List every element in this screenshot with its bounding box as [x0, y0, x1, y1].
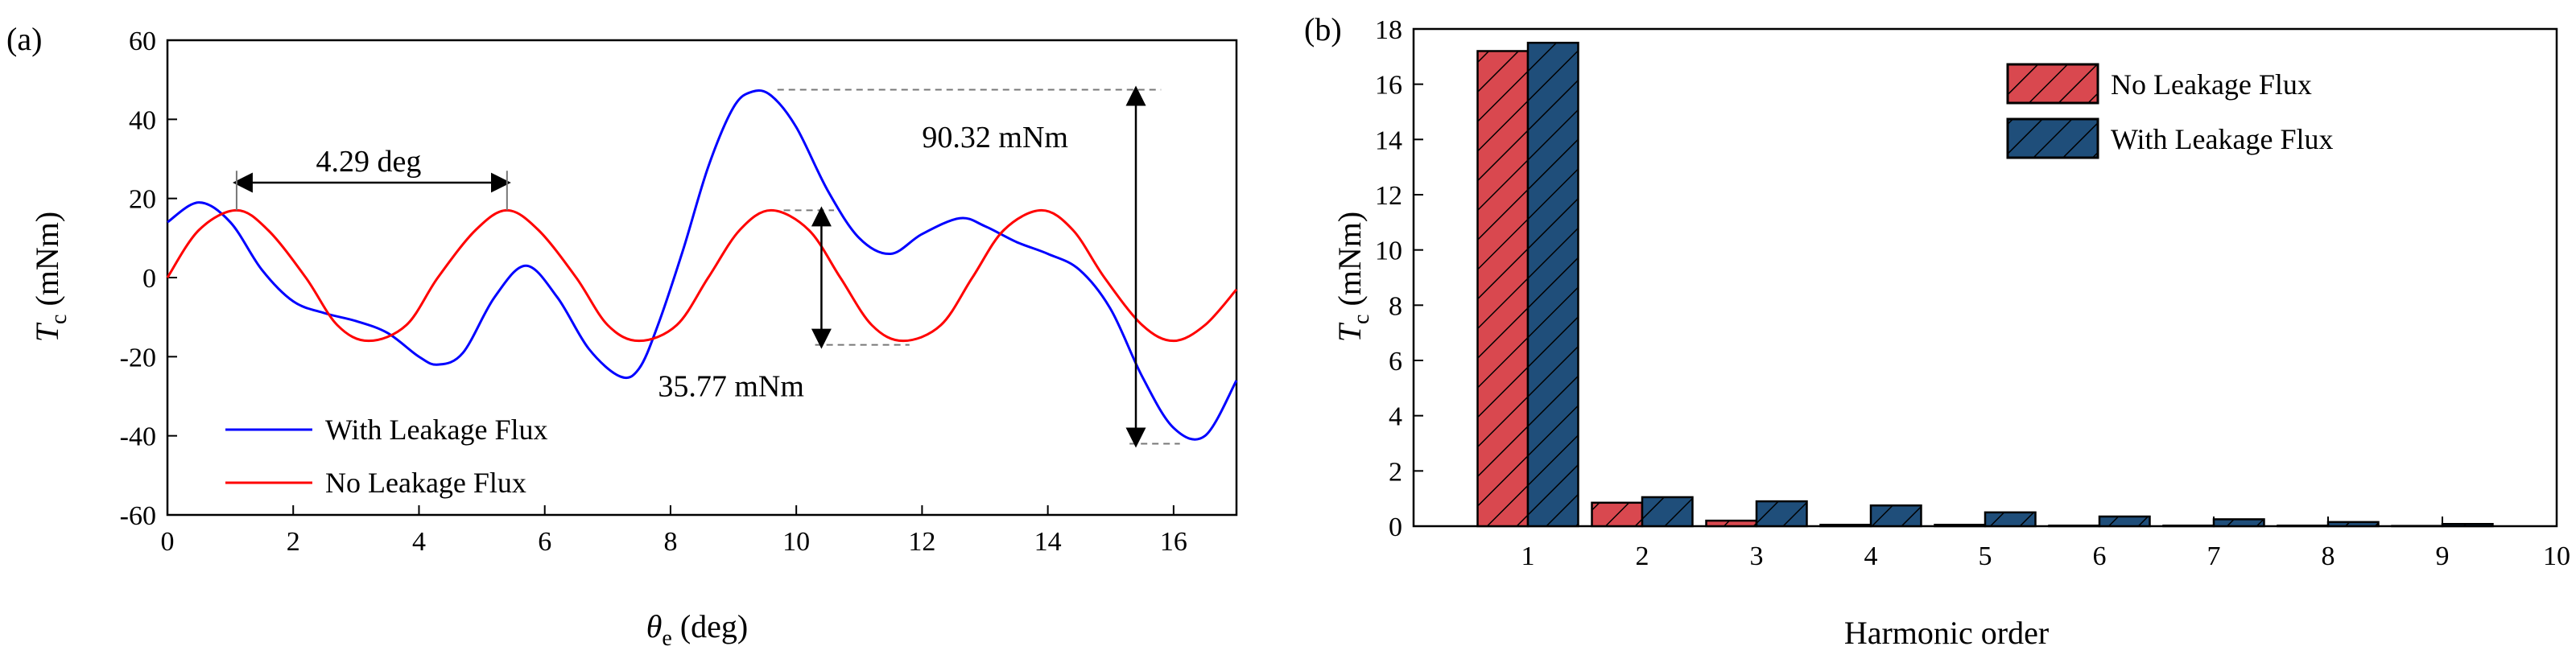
y-tick-label: 0 [1389, 513, 1402, 542]
legend-label-with-leakage-b: With Leakage Flux [2111, 123, 2333, 155]
bar-with-leakage-4-hatch [1871, 505, 1922, 526]
bar-no-leakage-6-hatch [2049, 525, 2099, 526]
plot-frame-b [1412, 27, 2558, 528]
bar-no-leakage-8-hatch [2277, 525, 2328, 526]
annotation-90-32-mnm: 90.32 mNm [922, 121, 1068, 154]
chart-panel-a: (a) 0 2 4 6 8 10 12 14 16 -60 -40 -20 0 20 40 60 4.29 d… [6, 21, 1238, 651]
y-tick-label: 4 [1389, 402, 1402, 432]
x-tick-label: 2 [1636, 541, 1649, 571]
x-tick-label: 6 [2093, 541, 2107, 571]
legend-label-with-leakage: With Leakage Flux [325, 414, 547, 446]
legend-a: With Leakage Flux No Leakage Flux [225, 414, 547, 499]
bar-with-leakage-8-hatch [2328, 521, 2379, 526]
bar-no-leakage-7-hatch [2163, 525, 2214, 526]
bar-no-leakage-4-hatch [1820, 525, 1871, 526]
x-tick-label: 14 [1034, 527, 1062, 557]
y-tick-label: 2 [1389, 457, 1402, 487]
x-tick-label: 8 [663, 527, 677, 557]
bar-no-leakage-1-hatch [1477, 51, 1528, 526]
y-tick-label: 14 [1375, 126, 1402, 155]
bar-no-leakage-2-hatch [1591, 502, 1642, 526]
x-axis-label-b: Harmonic order [1844, 615, 2049, 651]
x-tick-label: 16 [1160, 527, 1187, 557]
annotations-a: 4.29 deg 90.32 mNm 35.77 mNm [232, 85, 1180, 448]
x-tick-label: 0 [161, 527, 175, 557]
x-tick-label: 6 [538, 527, 551, 557]
bar-no-leakage-3-hatch [1706, 521, 1757, 526]
series-line-with-leakage [167, 89, 1238, 441]
y-tick-label: 16 [1375, 71, 1402, 101]
plot-area-b [1412, 27, 2558, 528]
bar-no-leakage-5-hatch [1934, 525, 1985, 526]
y-tick-label: 12 [1375, 181, 1402, 211]
y-tick-label: 8 [1389, 291, 1402, 321]
y-tick-label: 6 [1389, 347, 1402, 377]
x-tick-label: 9 [2436, 541, 2450, 571]
legend-b: No Leakage Flux With Leakage Flux [2006, 63, 2333, 159]
bars-b [1476, 41, 2494, 528]
legend-label-no-leakage: No Leakage Flux [325, 467, 526, 499]
bar-with-leakage-2-hatch [1642, 496, 1693, 526]
annotation-4-29-deg: 4.29 deg [316, 145, 422, 179]
bar-with-leakage-5-hatch [1985, 512, 2036, 526]
panel-label-b: (b) [1304, 11, 1342, 47]
y-tick-label: -20 [120, 343, 156, 373]
x-tick-label: 7 [2207, 541, 2221, 571]
bar-with-leakage-6-hatch [2099, 516, 2150, 526]
x-tick-label: 4 [412, 527, 426, 557]
y-tick-label: -60 [120, 501, 156, 531]
x-tick-label: 8 [2322, 541, 2335, 571]
x-tick-label: 4 [1864, 541, 1878, 571]
y-tick-label: 60 [129, 27, 156, 56]
bar-with-leakage-1-hatch [1528, 43, 1579, 526]
x-tick-label: 5 [1979, 541, 1992, 571]
y-tick-label: -40 [120, 422, 156, 452]
x-tick-label: 2 [287, 527, 300, 557]
bar-with-leakage-3-hatch [1757, 501, 1807, 526]
series-line-no-leakage [166, 208, 1238, 343]
y-axis-label-b: Tc (mNm) [1331, 212, 1374, 342]
series-lines-a [166, 89, 1238, 441]
panel-label-a: (a) [6, 21, 42, 57]
x-axis-label-a: θe (deg) [646, 608, 749, 651]
y-tick-label: 10 [1375, 237, 1402, 266]
axis-ticks-a: 0 2 4 6 8 10 12 14 16 -60 -40 -20 0 20 40 60 [120, 27, 1187, 557]
x-tick-label: 10 [2543, 541, 2570, 571]
legend-label-no-leakage-b: No Leakage Flux [2111, 68, 2312, 101]
bar-with-leakage-9-hatch [2442, 524, 2493, 526]
x-tick-label: 12 [908, 527, 935, 557]
y-tick-label: 18 [1375, 15, 1402, 45]
y-tick-label: 40 [129, 105, 156, 135]
annotation-35-77-mnm: 35.77 mNm [658, 370, 804, 404]
bar-with-leakage-7-hatch [2214, 519, 2264, 526]
x-tick-label: 3 [1750, 541, 1764, 571]
x-tick-label: 10 [782, 527, 810, 557]
y-tick-label: 20 [129, 185, 156, 215]
y-tick-label: 0 [142, 264, 156, 294]
x-tick-label: 1 [1521, 541, 1535, 571]
y-axis-label-a: Tc (mNm) [29, 212, 72, 342]
